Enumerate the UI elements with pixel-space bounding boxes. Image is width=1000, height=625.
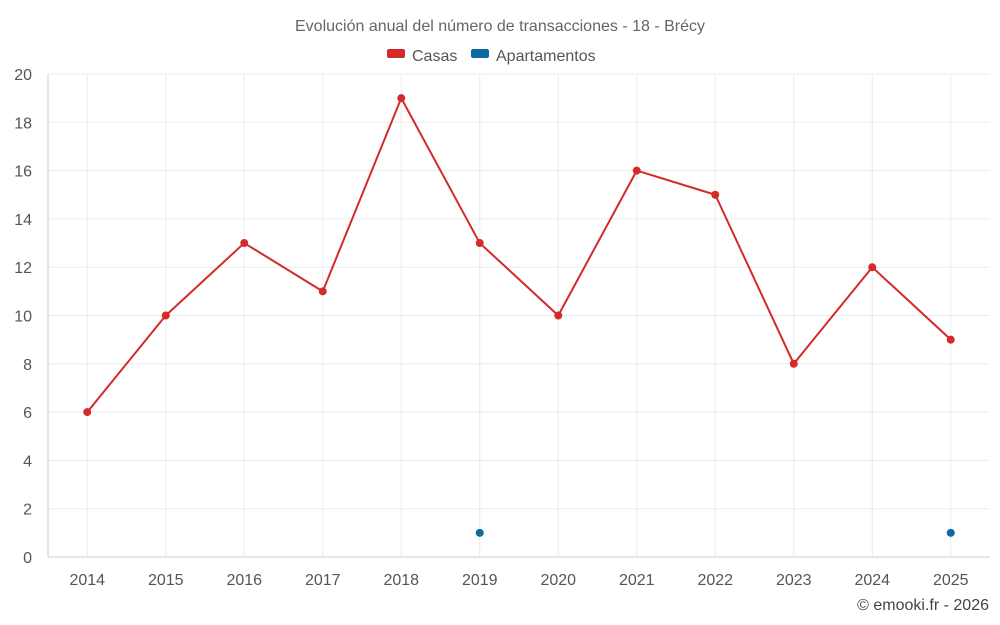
y-tick-label: 0 <box>23 550 32 567</box>
x-tick-label: 2025 <box>933 572 969 589</box>
data-point-apartamentos[interactable] <box>946 528 955 537</box>
data-point-casas[interactable] <box>789 359 798 368</box>
y-tick-label: 14 <box>14 212 32 229</box>
data-point-casas[interactable] <box>711 190 720 199</box>
legend: Casas Apartamentos <box>387 48 596 65</box>
series <box>83 94 955 537</box>
y-tick-label: 8 <box>23 357 32 374</box>
y-tick-label: 2 <box>23 502 32 519</box>
y-tick-label: 18 <box>14 115 32 132</box>
data-point-casas[interactable] <box>475 239 484 248</box>
x-tick-label: 2019 <box>462 572 498 589</box>
legend-item-casas[interactable]: Casas <box>387 48 457 65</box>
x-tick-label: 2016 <box>226 572 262 589</box>
x-tick-label: 2024 <box>854 572 890 589</box>
legend-label-apartamentos: Apartamentos <box>496 48 596 65</box>
y-tick-label: 4 <box>23 453 32 470</box>
x-tick-label: 2021 <box>619 572 655 589</box>
x-tick-label: 2018 <box>383 572 419 589</box>
y-tick-label: 20 <box>14 67 32 84</box>
y-tick-label: 16 <box>14 164 32 181</box>
data-point-casas[interactable] <box>161 311 170 320</box>
data-point-casas[interactable] <box>946 335 955 344</box>
data-point-casas[interactable] <box>397 94 406 103</box>
credit-text[interactable]: © emooki.fr - 2026 <box>857 597 989 614</box>
y-tick-label: 12 <box>14 260 32 277</box>
y-axis-ticks: 0 2 4 6 8 10 12 14 16 18 20 <box>14 67 32 567</box>
gridlines <box>48 73 990 557</box>
x-tick-label: 2017 <box>305 572 341 589</box>
data-point-casas[interactable] <box>868 263 877 272</box>
data-point-casas[interactable] <box>240 239 249 248</box>
x-tick-label: 2014 <box>69 572 105 589</box>
legend-swatch-apartamentos <box>471 49 489 58</box>
x-tick-label: 2023 <box>776 572 812 589</box>
x-tick-label: 2015 <box>148 572 184 589</box>
legend-swatch-casas <box>387 49 405 58</box>
x-tick-label: 2020 <box>540 572 576 589</box>
data-point-casas[interactable] <box>554 311 563 320</box>
y-tick-label: 6 <box>23 405 32 422</box>
data-point-casas[interactable] <box>318 287 327 296</box>
legend-label-casas: Casas <box>412 48 457 65</box>
legend-item-apartamentos[interactable]: Apartamentos <box>471 48 596 65</box>
data-point-casas[interactable] <box>632 166 641 175</box>
series-line-casas <box>86 97 952 413</box>
data-point-casas[interactable] <box>83 408 92 417</box>
chart-title: Evolución anual del número de transaccio… <box>295 18 705 35</box>
data-point-apartamentos[interactable] <box>475 528 484 537</box>
y-tick-label: 10 <box>14 309 32 326</box>
x-tick-label: 2022 <box>697 572 733 589</box>
x-axis-ticks: 2014 2015 2016 2017 2018 2019 2020 2021 2022 2023… <box>69 572 968 589</box>
axes <box>47 74 990 558</box>
